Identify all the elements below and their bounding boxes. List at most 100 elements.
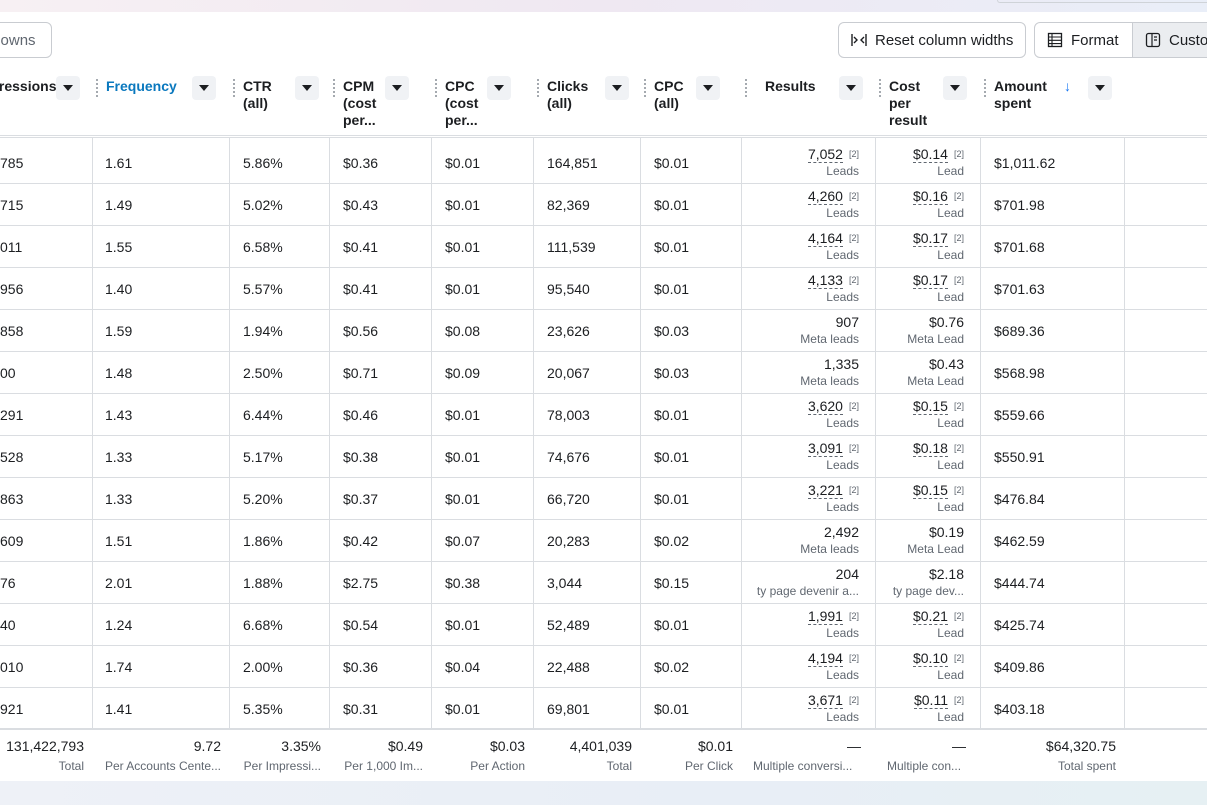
cell-frequency: 1.59 — [105, 323, 133, 339]
column-divider — [229, 68, 230, 780]
cpr-subtype: Lead — [937, 206, 964, 220]
results-subtype: Leads — [826, 500, 859, 514]
cell-frequency: 1.61 — [105, 155, 133, 171]
cell-results[interactable]: 1,991 [2] Leads — [741, 604, 875, 646]
customize-button[interactable]: Customize — [1132, 22, 1207, 58]
cell-results[interactable]: 204 ty page devenir a... — [741, 562, 875, 604]
cell-results[interactable]: 907 Meta leads — [741, 310, 875, 352]
footnote-ref: [2] — [953, 653, 964, 663]
column-header-cpm[interactable]: CPM (cost per... — [329, 68, 431, 138]
cpr-number: $0.17 — [912, 272, 948, 289]
cell-spent: $701.98 — [994, 197, 1045, 213]
cell-results[interactable]: 3,620 [2] Leads — [741, 394, 875, 436]
column-header-results[interactable]: Results — [741, 68, 875, 138]
sort-descending-icon[interactable]: ↓ — [1064, 78, 1071, 94]
format-button[interactable]: Format — [1034, 22, 1134, 58]
column-header-impressions[interactable]: Impressions — [0, 68, 92, 138]
column-menu-caret-icon[interactable] — [385, 76, 409, 100]
cell-cpc_all: $0.02 — [654, 533, 690, 549]
table-row[interactable]: 863 1.33 5.20% $0.37 $0.01 66,720 $0.01 3,221 [2… — [0, 478, 1207, 520]
table-row[interactable]: 921 1.41 5.35% $0.31 $0.01 69,801 $0.01 3,671 [2… — [0, 688, 1207, 730]
drag-handle-icon[interactable] — [333, 78, 335, 98]
results-subtype: Leads — [826, 290, 859, 304]
cell-impressions: 858 — [0, 323, 24, 339]
cell-results[interactable]: 4,133 [2] Leads — [741, 268, 875, 310]
drag-handle-icon[interactable] — [96, 78, 98, 98]
drag-handle-icon[interactable] — [879, 78, 881, 98]
cell-results[interactable]: 2,492 Meta leads — [741, 520, 875, 562]
cell-clicks: 74,676 — [547, 449, 590, 465]
column-menu-caret-icon[interactable] — [605, 76, 629, 100]
cell-cpr: $0.15 [2] Lead — [875, 394, 980, 436]
table-row[interactable]: 00 1.48 2.50% $0.71 $0.09 20,067 $0.03 1,335 Met… — [0, 352, 1207, 394]
total-label: Per Accounts Cente... — [104, 759, 221, 773]
cpr-number: $0.10 — [912, 650, 948, 667]
reset-column-widths-button[interactable]: Reset column widths — [838, 22, 1026, 58]
cell-frequency: 1.40 — [105, 281, 133, 297]
drag-handle-icon[interactable] — [537, 78, 539, 98]
column-menu-caret-icon[interactable] — [192, 76, 216, 100]
drag-handle-icon[interactable] — [233, 78, 235, 98]
column-menu-caret-icon[interactable] — [487, 76, 511, 100]
table-row[interactable]: 40 1.24 6.68% $0.54 $0.01 52,489 $0.01 1,991 [2]… — [0, 604, 1207, 646]
cell-frequency: 1.43 — [105, 407, 133, 423]
column-header-frequency[interactable]: Frequency — [92, 68, 229, 138]
results-value: 1,991 [2] — [741, 608, 859, 625]
table-row[interactable]: 956 1.40 5.57% $0.41 $0.01 95,540 $0.01 4,133 [2… — [0, 268, 1207, 310]
cell-results[interactable]: 4,164 [2] Leads — [741, 226, 875, 268]
results-number: 3,620 — [807, 398, 843, 415]
table-row[interactable]: 609 1.51 1.86% $0.42 $0.07 20,283 $0.02 2,492 Me… — [0, 520, 1207, 562]
table-row[interactable]: 858 1.59 1.94% $0.56 $0.08 23,626 $0.03 907 Meta… — [0, 310, 1207, 352]
column-header-cpr[interactable]: Cost per result — [875, 68, 980, 138]
cell-results[interactable]: 3,091 [2] Leads — [741, 436, 875, 478]
column-header-label: Amount spent — [994, 78, 1047, 111]
cell-cpc_all: $0.01 — [654, 155, 690, 171]
column-header-label: CTR (all) — [243, 78, 272, 111]
column-header-cpc_cost[interactable]: CPC (cost per... — [431, 68, 533, 138]
drag-handle-icon[interactable] — [644, 78, 646, 98]
breakdowns-button[interactable]: Breakdowns — [0, 22, 52, 58]
column-menu-caret-icon[interactable] — [1088, 76, 1112, 100]
cpr-subtype: Lead — [937, 668, 964, 682]
cell-results[interactable]: 7,052 [2] Leads — [741, 142, 875, 184]
table-row[interactable]: 010 1.74 2.00% $0.36 $0.04 22,488 $0.02 4,194 [2… — [0, 646, 1207, 688]
cell-ctr: 6.44% — [243, 407, 283, 423]
column-header-spent[interactable]: Amount spent ↓ — [980, 68, 1124, 138]
cpr-value: $0.11 [2] — [875, 692, 964, 709]
results-subtype: Leads — [826, 206, 859, 220]
column-header-clicks[interactable]: Clicks (all) — [533, 68, 640, 138]
footnote-ref: [2] — [848, 443, 859, 453]
drag-handle-icon[interactable] — [435, 78, 437, 98]
cell-results[interactable]: 4,194 [2] Leads — [741, 646, 875, 688]
results-subtype: Leads — [826, 626, 859, 640]
cell-frequency: 1.51 — [105, 533, 133, 549]
cell-frequency: 1.49 — [105, 197, 133, 213]
cell-spent: $403.18 — [994, 701, 1045, 717]
column-menu-caret-icon[interactable] — [295, 76, 319, 100]
column-menu-caret-icon[interactable] — [943, 76, 967, 100]
horizontal-scrollbar-area[interactable] — [0, 781, 1207, 805]
cell-results[interactable]: 4,260 [2] Leads — [741, 184, 875, 226]
column-menu-caret-icon[interactable] — [56, 76, 80, 100]
table-row[interactable]: 715 1.49 5.02% $0.43 $0.01 82,369 $0.01 4,260 [2… — [0, 184, 1207, 226]
cell-cpc_all: $0.03 — [654, 323, 690, 339]
drag-handle-icon[interactable] — [745, 78, 747, 98]
table-row[interactable]: 011 1.55 6.58% $0.41 $0.01 111,539 $0.01 4,164 [… — [0, 226, 1207, 268]
column-header-ctr[interactable]: CTR (all) — [229, 68, 329, 138]
drag-handle-icon[interactable] — [984, 78, 986, 98]
cell-ctr: 5.17% — [243, 449, 283, 465]
table-row[interactable]: 785 1.61 5.86% $0.36 $0.01 164,851 $0.01 7,052 [… — [0, 142, 1207, 184]
table-row[interactable]: 76 2.01 1.88% $2.75 $0.38 3,044 $0.15 204 ty pag… — [0, 562, 1207, 604]
table-row[interactable]: 291 1.43 6.44% $0.46 $0.01 78,003 $0.01 3,620 [2… — [0, 394, 1207, 436]
footnote-ref: [2] — [848, 653, 859, 663]
column-header-cpc_all[interactable]: CPC (all) — [640, 68, 741, 138]
table-row[interactable]: 528 1.33 5.17% $0.38 $0.01 74,676 $0.01 3,091 [2… — [0, 436, 1207, 478]
cell-cpr: $0.14 [2] Lead — [875, 142, 980, 184]
column-menu-caret-icon[interactable] — [839, 76, 863, 100]
cpr-value: $2.18 — [875, 566, 964, 583]
column-menu-caret-icon[interactable] — [696, 76, 720, 100]
cell-results[interactable]: 1,335 Meta leads — [741, 352, 875, 394]
results-subtype: ty page devenir a... — [756, 584, 859, 598]
cell-results[interactable]: 3,671 [2] Leads — [741, 688, 875, 730]
cell-results[interactable]: 3,221 [2] Leads — [741, 478, 875, 520]
